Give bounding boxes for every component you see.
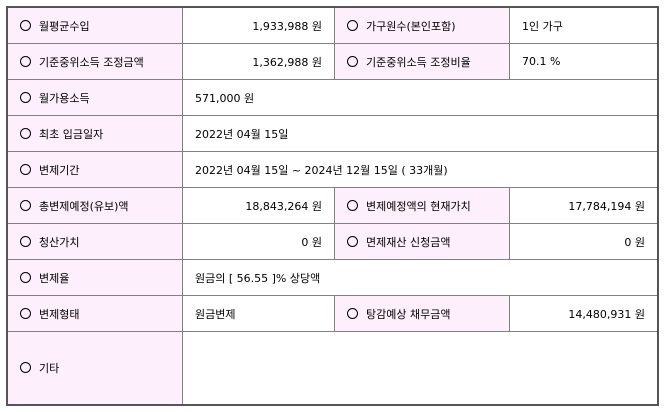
circle-icon (347, 199, 358, 211)
label-text: 탕감예상 채무금액 (366, 307, 451, 321)
value-present-value: 17,784,194 원 (509, 187, 659, 224)
label-monthly-income: 월평균수입 (6, 6, 183, 44)
value-exempt-property: 0 원 (509, 223, 659, 260)
label-text: 월가용소득 (39, 91, 90, 105)
circle-icon (20, 91, 31, 103)
value-household: 1인 가구 (509, 6, 659, 44)
label-repayment-type: 변제형태 (6, 295, 183, 332)
value-liquidation-value: 0 원 (182, 223, 335, 260)
circle-icon (20, 271, 31, 283)
value-other (182, 331, 659, 406)
table-row: 변제율 원금의 [ 56.55 ]% 상당액 (6, 259, 659, 296)
value-monthly-income: 1,933,988 원 (182, 6, 335, 44)
label-repayment-rate: 변제율 (6, 259, 183, 296)
label-text: 월평균수입 (39, 19, 90, 33)
table-row: 기준중위소득 조정금액 1,362,988 원 기준중위소득 조정비율 70.1… (6, 43, 659, 80)
label-text: 변제형태 (39, 307, 80, 321)
label-median-income-ratio: 기준중위소득 조정비율 (334, 43, 510, 80)
value-repayment-type: 원금변제 (182, 295, 335, 332)
table-row: 기타 (6, 331, 659, 406)
label-median-income-amount: 기준중위소득 조정금액 (6, 43, 183, 80)
circle-icon (20, 199, 31, 211)
circle-icon (20, 19, 31, 31)
table-row: 변제형태 원금변제 탕감예상 채무금액 14,480,931 원 (6, 295, 659, 332)
label-text: 기준중위소득 조정비율 (366, 55, 471, 69)
circle-icon (20, 163, 31, 175)
value-expected-discharge: 14,480,931 원 (509, 295, 659, 332)
label-household: 가구원수(본인포함) (334, 6, 510, 44)
label-repayment-period: 변제기간 (6, 151, 183, 188)
label-total-repayment: 총변제예정(유보)액 (6, 187, 183, 224)
table-row: 월가용소득 571,000 원 (6, 79, 659, 116)
circle-icon (20, 362, 31, 373)
label-expected-discharge: 탕감예상 채무금액 (334, 295, 510, 332)
table-row: 총변제예정(유보)액 18,843,264 원 변제예정액의 현재가치 17,7… (6, 187, 659, 224)
label-text: 기타 (39, 362, 60, 375)
label-text: 최초 입금일자 (39, 127, 104, 141)
label-text: 청산가치 (39, 235, 80, 249)
label-liquidation-value: 청산가치 (6, 223, 183, 260)
label-text: 가구원수(본인포함) (366, 19, 456, 33)
label-text: 기준중위소득 조정금액 (39, 55, 144, 69)
label-text: 변제율 (39, 271, 70, 285)
label-text: 변제예정액의 현재가치 (366, 199, 471, 213)
circle-icon (347, 55, 358, 67)
circle-icon (20, 235, 31, 247)
value-repayment-rate: 원금의 [ 56.55 ]% 상당액 (182, 259, 659, 296)
value-median-income-ratio: 70.1 % (509, 43, 659, 80)
value-total-repayment: 18,843,264 원 (182, 187, 335, 224)
label-disposable-income: 월가용소득 (6, 79, 183, 116)
label-text: 면제재산 신청금액 (366, 235, 451, 249)
circle-icon (347, 19, 358, 31)
label-exempt-property: 면제재산 신청금액 (334, 223, 510, 260)
value-first-deposit-date: 2022년 04월 15일 (182, 115, 659, 152)
label-other: 기타 (6, 331, 183, 406)
circle-icon (347, 307, 358, 319)
table-row: 최초 입금일자 2022년 04월 15일 (6, 115, 659, 152)
value-median-income-amount: 1,362,988 원 (182, 43, 335, 80)
label-present-value: 변제예정액의 현재가치 (334, 187, 510, 224)
repayment-summary-table: 월평균수입 1,933,988 원 가구원수(본인포함) 1인 가구 기준중위소… (6, 6, 659, 406)
label-text: 변제기간 (39, 163, 80, 177)
table-row: 월평균수입 1,933,988 원 가구원수(본인포함) 1인 가구 (6, 6, 659, 44)
table-row: 청산가치 0 원 면제재산 신청금액 0 원 (6, 223, 659, 260)
circle-icon (20, 127, 31, 139)
circle-icon (20, 307, 31, 319)
value-disposable-income: 571,000 원 (182, 79, 659, 116)
circle-icon (20, 55, 31, 67)
table-row: 변제기간 2022년 04월 15일 ~ 2024년 12월 15일 ( 33개… (6, 151, 659, 188)
value-repayment-period: 2022년 04월 15일 ~ 2024년 12월 15일 ( 33개월) (182, 151, 659, 188)
label-text: 총변제예정(유보)액 (39, 199, 129, 213)
circle-icon (347, 235, 358, 247)
label-first-deposit-date: 최초 입금일자 (6, 115, 183, 152)
